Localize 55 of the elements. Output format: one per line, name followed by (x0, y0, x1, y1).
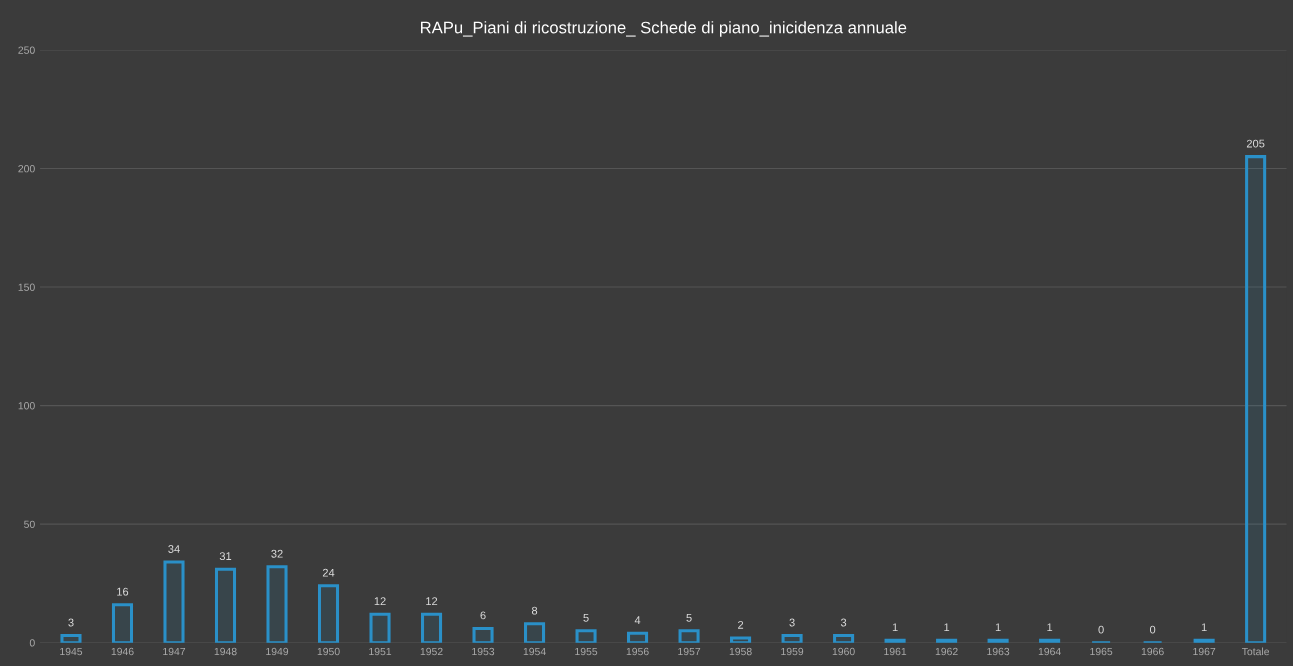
data-label: 1 (892, 623, 898, 632)
x-tick-label: 1947 (163, 647, 186, 656)
data-label: 1 (1047, 623, 1053, 632)
x-tick-label: 1946 (111, 647, 134, 656)
y-tick-label: 0 (29, 639, 35, 647)
x-tick-label: 1960 (832, 647, 855, 656)
x-tick-label: 1959 (781, 647, 804, 656)
x-tick-label: 1948 (214, 647, 237, 656)
data-label: 12 (374, 597, 386, 605)
data-label: 3 (68, 618, 74, 627)
data-label: 0 (1098, 625, 1104, 634)
y-tick-label: 50 (24, 520, 35, 529)
x-tick-label: 1962 (935, 647, 958, 656)
x-tick-label: 1961 (884, 647, 907, 656)
data-label: 205 (1246, 139, 1265, 148)
data-label: 16 (117, 587, 129, 596)
x-tick-label: 1963 (987, 647, 1010, 656)
x-tick-label: 1956 (626, 647, 649, 656)
data-label: 2 (738, 620, 744, 629)
x-tick-label: 1966 (1141, 647, 1164, 656)
data-label: 5 (583, 613, 589, 622)
data-label: 6 (480, 611, 486, 620)
data-label: 3 (840, 618, 847, 627)
x-tick-label: 1957 (678, 647, 701, 656)
data-label: 12 (426, 597, 438, 605)
data-label: 31 (219, 552, 232, 561)
x-tick-label: 1951 (369, 647, 392, 656)
data-label: 1 (944, 623, 950, 632)
data-label: 4 (634, 616, 641, 624)
x-tick-label: 1964 (1038, 647, 1061, 656)
y-tick-label: 100 (18, 402, 35, 410)
data-label: 1 (1201, 623, 1207, 632)
x-tick-label: 1949 (266, 647, 289, 656)
y-tick-label: 250 (18, 46, 35, 54)
x-tick-label: 1953 (472, 647, 495, 656)
chart-title: RAPu_Piani di ricostruzione_ Schede di piano_inicidenza annuale (421, 21, 907, 37)
data-label: 5 (686, 613, 692, 622)
data-label: 3 (789, 618, 795, 627)
x-tick-label: 1965 (1090, 647, 1113, 656)
x-tick-label: 1955 (575, 647, 598, 656)
x-tick-label: 1954 (523, 647, 546, 656)
data-label: 1 (995, 623, 1001, 632)
data-label: 34 (168, 545, 180, 553)
x-tick-label: 1967 (1193, 647, 1216, 656)
x-tick-label: 1950 (317, 647, 340, 656)
data-label: 32 (271, 549, 283, 558)
data-label: 24 (322, 568, 335, 577)
y-tick-label: 200 (18, 165, 35, 173)
x-tick-label: Totale (1241, 647, 1270, 656)
y-tick-label: 150 (18, 283, 35, 291)
x-tick-label: 1945 (60, 647, 83, 656)
data-label: 0 (1149, 625, 1156, 634)
x-tick-label: 1952 (420, 647, 443, 656)
x-tick-label: 1958 (729, 647, 752, 656)
data-label: 8 (531, 606, 538, 615)
